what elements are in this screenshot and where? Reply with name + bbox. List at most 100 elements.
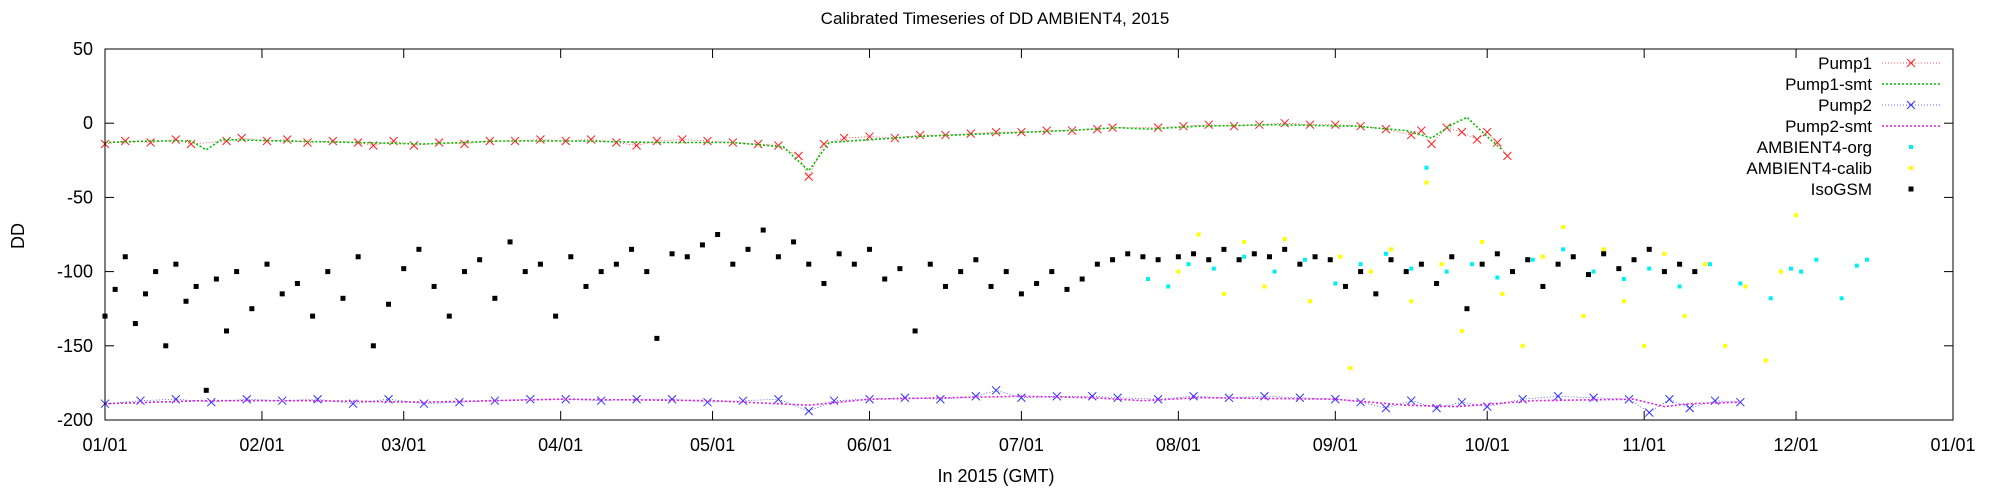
data-point: [1153, 123, 1163, 133]
data-point: [242, 394, 252, 404]
data-point: [839, 133, 849, 143]
data-point: [1406, 396, 1416, 406]
data-point: [1495, 275, 1500, 280]
data-point: [122, 254, 128, 260]
legend-marker: [1909, 166, 1913, 170]
data-point: [1409, 266, 1414, 271]
data-point: [1661, 269, 1667, 275]
data-point: [1388, 257, 1394, 263]
data-point: [1018, 291, 1024, 297]
data-point: [434, 138, 444, 147]
data-point: [1763, 358, 1768, 363]
data-point: [667, 394, 677, 404]
data-point: [1092, 124, 1102, 134]
data-point: [851, 261, 857, 267]
data-point: [791, 239, 797, 245]
data-point: [431, 283, 437, 289]
data-point: [328, 136, 338, 146]
data-point: [1601, 247, 1606, 252]
legend-item: IsoGSM: [1811, 180, 1914, 199]
data-point: [738, 396, 748, 406]
x-tick-label: 10/01: [1465, 435, 1510, 455]
data-point: [1601, 251, 1607, 257]
data-point: [313, 394, 323, 404]
data-point: [340, 295, 346, 301]
data-point: [461, 269, 467, 275]
data-point: [1176, 269, 1181, 274]
data-point: [492, 295, 498, 301]
data-point: [536, 135, 545, 144]
data-point: [1494, 251, 1500, 257]
data-point: [355, 254, 361, 260]
legend-label: Pump1: [1818, 54, 1872, 73]
data-point: [988, 283, 994, 289]
data-point: [1621, 299, 1626, 304]
x-tick-label: 06/01: [847, 435, 892, 455]
data-point: [958, 269, 964, 275]
data-point: [1647, 266, 1652, 271]
data-point: [1302, 257, 1307, 262]
data-point: [1621, 277, 1626, 282]
data-point: [684, 254, 690, 260]
data-point: [303, 138, 312, 147]
data-point: [1864, 257, 1869, 262]
legend-item: Pump1: [1818, 54, 1940, 73]
data-point: [927, 261, 933, 267]
data-point: [206, 397, 216, 407]
data-point: [1191, 251, 1197, 257]
data-point: [262, 136, 272, 146]
data-point: [1017, 127, 1026, 137]
legend-label: Pump2-smt: [1785, 117, 1872, 136]
data-point: [1642, 343, 1647, 348]
data-point: [1561, 225, 1566, 230]
data-point: [882, 276, 888, 282]
data-point: [652, 136, 662, 146]
data-point: [1743, 284, 1748, 289]
legend-label: Pump2: [1818, 96, 1872, 115]
data-point: [1333, 281, 1338, 286]
data-point: [510, 136, 520, 146]
data-point: [1272, 269, 1277, 274]
data-point: [966, 129, 976, 138]
data-point: [522, 269, 528, 275]
data-point: [1242, 239, 1247, 244]
x-axis-label: In 2015 (GMT): [937, 466, 1054, 486]
axes: 50 0 -50 -100 -150 -200 01/01 02/01 03/01 04/01 05…: [57, 39, 1976, 455]
data-point: [1540, 254, 1545, 259]
data-point: [1113, 393, 1122, 403]
data-point: [1702, 262, 1707, 267]
data-point: [1464, 306, 1470, 312]
data-point: [942, 283, 948, 289]
data-point: [804, 406, 814, 416]
data-point: [1064, 286, 1070, 292]
legend-item: AMBIENT4-calib: [1746, 159, 1913, 178]
data-point: [1155, 257, 1161, 263]
data-point: [310, 313, 316, 319]
data-point: [203, 387, 209, 393]
data-point: [1342, 283, 1348, 289]
data-point: [460, 139, 469, 149]
data-point: [143, 291, 149, 297]
data-point: [1692, 269, 1698, 275]
data-point: [112, 286, 118, 292]
series-line: [104, 122, 1508, 178]
data-point: [1662, 251, 1667, 256]
data-point: [455, 397, 464, 407]
data-point: [971, 391, 981, 401]
x-tick-label: 01/01: [82, 435, 127, 455]
x-tick-label: 04/01: [538, 435, 583, 455]
data-point: [353, 138, 363, 147]
data-point: [370, 343, 376, 349]
plot-area: [100, 116, 1869, 417]
data-point: [1229, 121, 1239, 131]
data-point: [1788, 266, 1793, 271]
data-point: [912, 328, 918, 334]
data-point: [1295, 393, 1305, 403]
data-point: [1457, 127, 1467, 137]
data-point: [1540, 283, 1546, 289]
data-point: [1677, 261, 1683, 267]
data-point: [1409, 299, 1414, 304]
data-point: [629, 246, 635, 252]
data-point: [1520, 343, 1525, 348]
data-point: [1373, 291, 1379, 297]
